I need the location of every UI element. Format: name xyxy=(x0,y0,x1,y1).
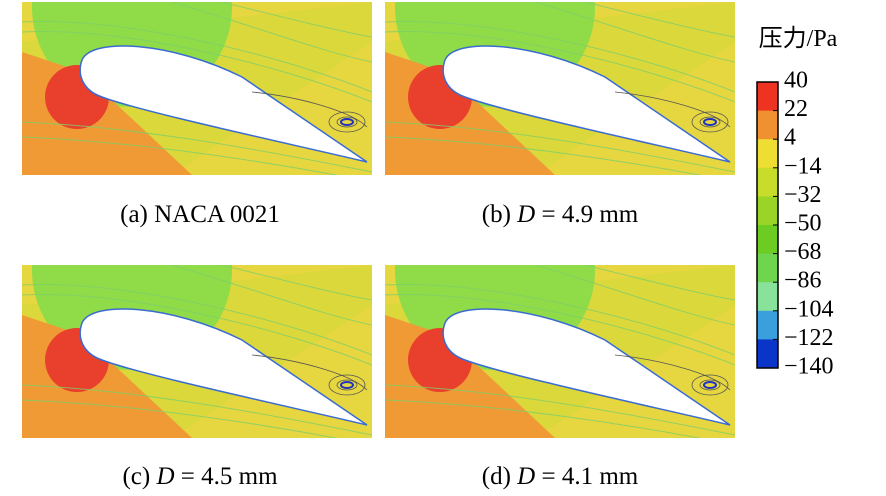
flow-field-image xyxy=(385,0,735,182)
colorbar-band xyxy=(757,196,778,226)
caption: (a) NACA 0021 xyxy=(120,201,280,228)
colorbar-tick-label: −86 xyxy=(784,268,822,294)
colorbar-title: 压力/Pa xyxy=(759,25,838,52)
colorbar-band xyxy=(757,339,778,369)
colorbar-band xyxy=(757,225,778,255)
caption-value: = 4.1 mm xyxy=(541,463,638,490)
caption-text: (a) NACA 0021 xyxy=(120,201,280,228)
colorbar-tick-label: −14 xyxy=(784,153,822,179)
caption-label: (c) xyxy=(122,463,150,490)
caption: (c) D = 4.5 mm xyxy=(122,463,278,490)
colorbar-tick-label: −32 xyxy=(784,182,822,208)
caption-variable: D xyxy=(155,463,174,490)
flow-field-image xyxy=(22,0,372,182)
caption-variable: D xyxy=(516,463,535,490)
colorbar-band xyxy=(757,167,778,197)
colorbar-band xyxy=(757,139,778,169)
colorbar-band xyxy=(757,282,778,312)
caption: (b) D = 4.9 mm xyxy=(482,201,639,228)
caption-value: = 4.9 mm xyxy=(541,201,638,228)
caption-label: (d) xyxy=(482,463,511,490)
colorbar-band xyxy=(757,310,778,340)
caption-label: (b) xyxy=(482,201,511,228)
colorbar-tick-label: −68 xyxy=(784,239,822,265)
caption: (d) D = 4.1 mm xyxy=(482,463,639,490)
colorbar-tick-label: 40 xyxy=(784,68,808,94)
colorbar-band xyxy=(757,82,778,112)
colorbar-tick-label: −122 xyxy=(784,325,834,351)
colorbar-band xyxy=(757,253,778,283)
colorbar-tick-label: 22 xyxy=(784,96,808,122)
colorbar-tick-label: −50 xyxy=(784,211,822,237)
caption-variable: D xyxy=(516,201,535,228)
colorbar-tick-label: −140 xyxy=(784,354,834,380)
colorbar-tick-label: 4 xyxy=(784,125,796,151)
colorbar-tick-label: −104 xyxy=(784,296,834,322)
caption-value: = 4.5 mm xyxy=(181,463,278,490)
colorbar-band xyxy=(757,110,778,140)
